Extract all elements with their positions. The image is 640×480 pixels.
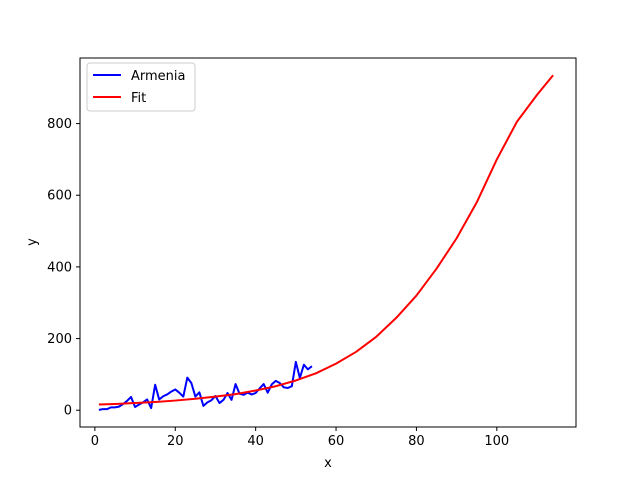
y-tick-label: 600 bbox=[47, 189, 72, 204]
series-line-fit bbox=[98, 74, 554, 406]
x-tick-label: 100 bbox=[484, 434, 509, 449]
y-axis-ticks: 0 200 400 600 800 bbox=[47, 117, 80, 419]
legend-label-fit: Fit bbox=[131, 91, 146, 106]
x-axis-label: x bbox=[324, 456, 332, 471]
x-tick-label: 20 bbox=[167, 434, 184, 449]
legend: Armenia Fit bbox=[86, 62, 196, 112]
series-group bbox=[98, 74, 554, 411]
x-tick-label: 0 bbox=[91, 434, 99, 449]
y-tick-label: 800 bbox=[47, 117, 72, 132]
x-tick-label: 80 bbox=[408, 434, 425, 449]
x-tick-label: 60 bbox=[328, 434, 345, 449]
y-tick-label: 0 bbox=[64, 404, 72, 419]
series-line-armenia bbox=[98, 360, 313, 411]
legend-label-armenia: Armenia bbox=[131, 69, 186, 84]
y-tick-label: 200 bbox=[47, 332, 72, 347]
y-tick-label: 400 bbox=[47, 260, 72, 275]
plot-area bbox=[79, 57, 577, 428]
x-axis-ticks: 0 20 40 60 80 100 bbox=[91, 427, 509, 449]
y-axis-label: y bbox=[25, 238, 40, 246]
x-tick-label: 40 bbox=[247, 434, 264, 449]
axes-frame bbox=[79, 57, 577, 428]
